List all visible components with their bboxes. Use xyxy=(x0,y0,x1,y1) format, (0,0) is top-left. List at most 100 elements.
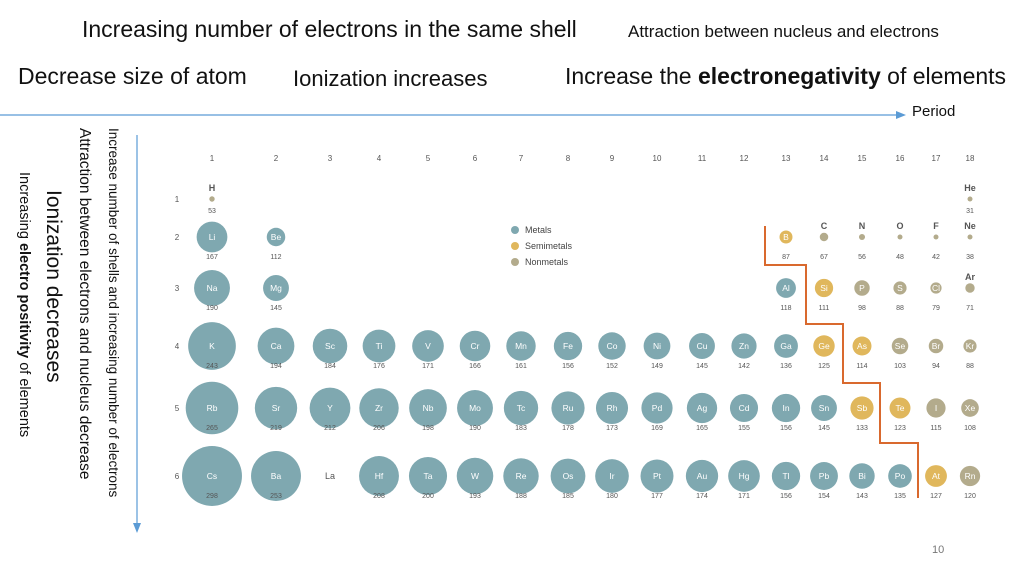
element-ru: Ru 178 xyxy=(551,391,585,432)
element-radius: 38 xyxy=(966,254,974,261)
element-radius: 71 xyxy=(966,305,974,312)
element-radius: 174 xyxy=(696,493,708,500)
legend-label-metals: Metals xyxy=(525,225,552,235)
element-symbol: Cd xyxy=(739,403,750,413)
element-symbol: W xyxy=(471,471,479,481)
element-symbol: Kr xyxy=(966,341,975,351)
element-symbol: Te xyxy=(896,403,905,413)
element-radius: 98 xyxy=(858,305,866,312)
group-label-16: 16 xyxy=(896,154,905,163)
element-symbol: Tc xyxy=(517,403,526,413)
element-symbol: B xyxy=(783,232,789,242)
element-symbol: Hf xyxy=(375,471,384,481)
period-label-5: 5 xyxy=(175,404,180,413)
group-arrow xyxy=(133,135,141,533)
element-symbol: Ga xyxy=(780,341,792,351)
element-w: W 193 xyxy=(456,457,494,500)
element-radius: 156 xyxy=(780,425,792,432)
atom-circle xyxy=(550,458,586,494)
element-radius: 67 xyxy=(820,254,828,261)
element-radius: 219 xyxy=(270,425,282,432)
period-label-4: 4 xyxy=(175,342,180,351)
legend-label-semimetals: Semimetals xyxy=(525,241,573,251)
element-symbol: Sn xyxy=(819,403,830,413)
atom-circle xyxy=(814,278,834,298)
atom-circle xyxy=(858,233,866,241)
atom-circle xyxy=(457,390,493,426)
element-symbol: Ba xyxy=(271,471,282,481)
atom-circle xyxy=(595,459,629,493)
atom-circle xyxy=(359,456,399,496)
element-radius: 115 xyxy=(930,425,941,432)
element-mo: Mo 190 xyxy=(457,390,493,432)
element-kr: Kr 88 xyxy=(963,339,977,370)
element-radius: 253 xyxy=(270,493,282,500)
element-xe: Xe 108 xyxy=(961,399,979,432)
atom-circle xyxy=(849,463,875,489)
element-radius: 145 xyxy=(818,425,830,432)
atom-circle xyxy=(254,386,298,430)
element-radius: 79 xyxy=(932,305,940,312)
element-radius: 142 xyxy=(738,363,750,370)
atom-circle xyxy=(640,459,674,493)
group-label-13: 13 xyxy=(782,154,791,163)
element-radius: 118 xyxy=(780,305,791,312)
atom-circle xyxy=(771,393,801,423)
element-as: As 114 xyxy=(852,336,872,370)
element-radius: 206 xyxy=(373,425,385,432)
header-ionization-increases: Ionization increases xyxy=(293,66,488,91)
atom-circle xyxy=(456,457,494,495)
element-radius: 127 xyxy=(930,493,942,500)
legend-item-semimetals: Semimetals xyxy=(511,238,572,254)
group-label-2: 2 xyxy=(274,154,279,163)
element-symbol: Sc xyxy=(325,341,336,351)
page-number: 10 xyxy=(932,544,945,556)
element-sr: Sr 219 xyxy=(254,386,298,432)
element-sb: Sb 133 xyxy=(850,396,874,432)
element-symbol: Ir xyxy=(609,471,614,481)
element-radius: 154 xyxy=(818,493,830,500)
element-symbol: In xyxy=(782,403,789,413)
element-symbol: Ti xyxy=(376,341,383,351)
element-c: C 67 xyxy=(819,221,829,261)
element-mn: Mn 161 xyxy=(506,331,536,370)
element-radius: 120 xyxy=(964,493,976,500)
element-symbol: Rh xyxy=(607,403,618,413)
legend-item-nonmetals: Nonmetals xyxy=(511,254,572,270)
element-symbol: Zn xyxy=(739,341,749,351)
element-li: Li 167 xyxy=(196,221,228,261)
element-s: S 88 xyxy=(893,281,907,312)
element-symbol: H xyxy=(209,183,216,193)
atom-circle xyxy=(930,282,942,294)
element-tl: Tl 156 xyxy=(771,461,801,500)
element-br: Br 94 xyxy=(928,338,944,370)
atom-circle xyxy=(503,458,539,494)
atom-circle xyxy=(359,388,399,428)
element-se: Se 103 xyxy=(891,337,909,370)
element-radius: 173 xyxy=(606,425,618,432)
element-radius: 185 xyxy=(562,493,574,500)
atom-circle xyxy=(194,270,230,306)
atom-circle xyxy=(897,234,903,240)
element-n: N 56 xyxy=(858,221,866,261)
element-k: K 243 xyxy=(188,322,236,370)
element-fe: Fe 156 xyxy=(553,331,583,370)
element-radius: 123 xyxy=(894,425,906,432)
element-radius: 88 xyxy=(896,305,904,312)
element-radius: 198 xyxy=(422,425,434,432)
element-h: H 53 xyxy=(208,183,216,215)
nonmetals-swatch xyxy=(511,258,519,266)
element-radius: 136 xyxy=(780,363,792,370)
element-ga: Ga 136 xyxy=(774,334,798,370)
atom-circle xyxy=(728,460,760,492)
element-nb: Nb 198 xyxy=(409,389,447,432)
element-ne: Ne 38 xyxy=(964,221,976,261)
element-symbol: Ta xyxy=(424,471,433,481)
element-symbol: Na xyxy=(207,283,218,293)
element-i: I 115 xyxy=(926,398,946,432)
atom-circle xyxy=(731,333,757,359)
element-na: Na 190 xyxy=(194,270,230,312)
element-symbol: F xyxy=(933,221,939,231)
element-au: Au 174 xyxy=(685,459,719,500)
element-he: He 31 xyxy=(964,183,976,215)
